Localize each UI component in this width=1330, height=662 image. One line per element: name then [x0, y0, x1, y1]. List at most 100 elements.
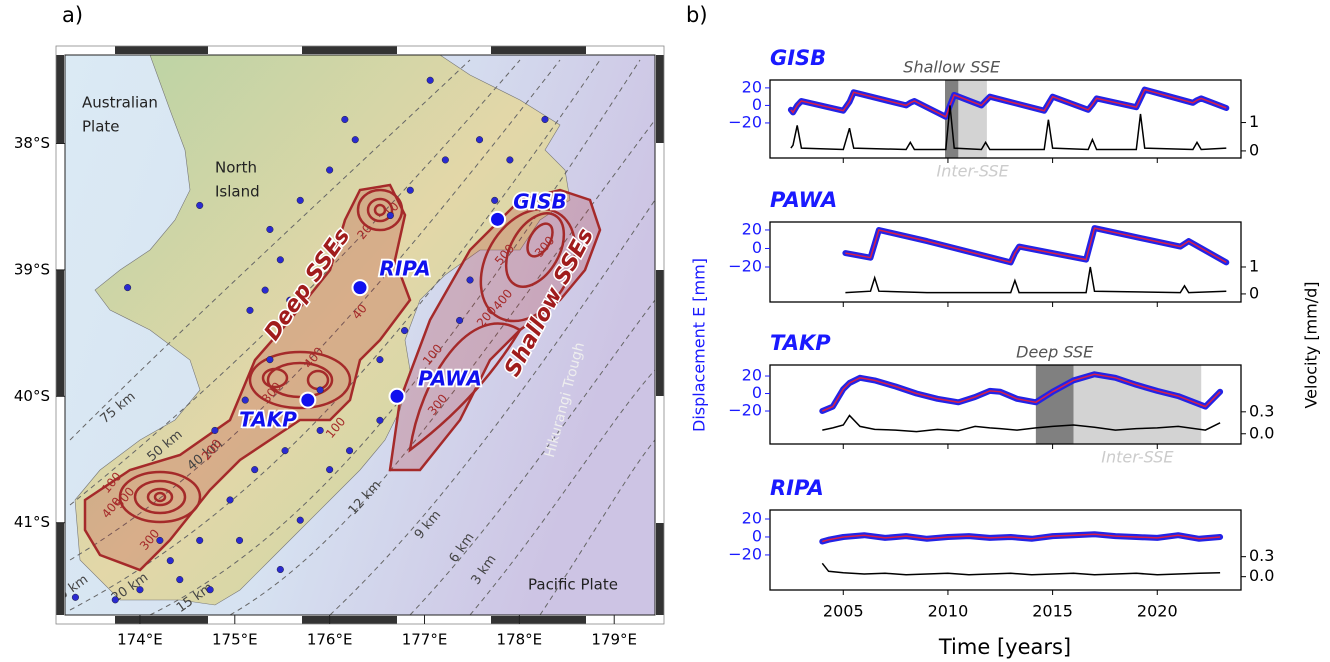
y-tick-label: 38°S [14, 134, 50, 152]
map-border [56, 46, 664, 624]
y-tick-label: 0 [752, 526, 762, 545]
gnss-site [251, 466, 259, 474]
gnss-site [266, 356, 274, 364]
sse-span [1035, 365, 1074, 444]
gnss-site [196, 536, 204, 544]
depth-contours [69, 59, 655, 615]
gnss-site [475, 136, 484, 144]
gnss-site [296, 196, 304, 204]
gnss-site [136, 586, 144, 594]
y-tick-label: 0 [752, 383, 762, 402]
place-label: North [215, 159, 257, 177]
velocity-line [822, 414, 1221, 433]
gnss-site [406, 186, 414, 194]
gnss-site [281, 447, 289, 455]
velocity-line [821, 562, 1221, 576]
y2-axis-label: Velocity [mm/d] [1302, 281, 1321, 408]
gnss-site [506, 156, 514, 164]
gnss-site [166, 557, 174, 565]
gnss-site [296, 516, 304, 524]
gnss-site [196, 201, 204, 209]
y2-tick-label: 0.0 [1249, 423, 1274, 442]
x-tick-label: 2020 [1137, 602, 1178, 621]
y-tick-label: 39°S [14, 260, 50, 278]
gnss-site [316, 426, 324, 434]
gnss-site [266, 225, 274, 233]
gnss-site [491, 196, 499, 204]
gnss-site [426, 76, 434, 84]
map-frame [64, 54, 656, 616]
gnss-site [326, 466, 334, 474]
y-tick-label: 0 [752, 95, 762, 114]
x-tick-label: 174°E [117, 631, 163, 649]
displacement-fit [822, 533, 1221, 543]
station [388, 387, 406, 405]
panel-title: GISB [770, 46, 826, 70]
map-border-outline [55, 45, 665, 625]
gnss-site [276, 565, 284, 574]
x-tick-label: 2005 [823, 602, 864, 621]
gnss-site [276, 256, 284, 264]
gnss-site [235, 536, 244, 544]
x-tick-label: 176°E [307, 631, 353, 649]
x-tick-label: 178°E [497, 631, 543, 649]
gnss-site [326, 166, 334, 174]
span-label: Deep SSE [1016, 343, 1094, 362]
gnss-site [246, 306, 254, 314]
x-tick-label: 177°E [402, 631, 448, 649]
sse-span [958, 80, 987, 158]
axes-frame [769, 509, 1242, 591]
y-tick-label: −20 [728, 401, 762, 420]
place-label: Plate [82, 118, 120, 136]
gnss-site [211, 426, 219, 434]
sse-contours [118, 188, 577, 524]
y-tick-label: 20 [742, 508, 762, 527]
gnss-site [206, 586, 214, 594]
y-tick-label: −20 [728, 257, 762, 276]
gnss-site [386, 211, 394, 220]
gnss-site [124, 284, 132, 292]
station [299, 391, 317, 409]
displacement-fit [790, 88, 1227, 118]
station-label: PAWA [418, 367, 482, 391]
panel-title: RIPA [770, 476, 824, 500]
y2-tick-label: 0.3 [1249, 401, 1274, 420]
x-tick-label: 2015 [1032, 602, 1073, 621]
y-tick-label: 41°S [14, 513, 50, 531]
station-label: GISB [513, 190, 567, 214]
span-label: Inter-SSE [1101, 448, 1174, 467]
gnss-site [316, 386, 324, 394]
displacement-fit [845, 227, 1227, 264]
velocity-line [790, 105, 1227, 151]
gnss-site [111, 596, 119, 604]
y-tick-label: −20 [728, 112, 762, 131]
x-tick-label: 179°E [591, 631, 637, 649]
y-tick-label: 20 [742, 366, 762, 385]
gnss-site [541, 115, 549, 124]
y2-tick-label: 1 [1249, 256, 1259, 275]
gnss-site [261, 286, 269, 294]
gnss-site [176, 576, 184, 584]
y-tick-label: −20 [728, 544, 762, 563]
y2-tick-label: 0 [1249, 140, 1259, 159]
y2-tick-label: 1 [1249, 112, 1259, 131]
y2-tick-label: 0 [1249, 283, 1259, 302]
land [74, 55, 571, 606]
sse-regions [83, 183, 602, 572]
x-tick-label: 175°E [212, 631, 258, 649]
gnss-site [226, 496, 234, 504]
station [351, 279, 369, 297]
sse-span [1073, 365, 1202, 444]
axes-frame [769, 79, 1242, 159]
y2-tick-label: 0.3 [1249, 546, 1274, 565]
place-label: Island [215, 183, 260, 201]
station [489, 210, 507, 228]
place-label: Australian [82, 94, 158, 112]
gnss-site [286, 296, 294, 304]
span-label: Inter-SSE [936, 162, 1009, 181]
span-label: Shallow SSE [903, 58, 1001, 77]
y-axis-label: Displacement E [mm] [690, 258, 709, 432]
gnss-site [156, 536, 164, 544]
panel-label: b) [686, 3, 708, 27]
